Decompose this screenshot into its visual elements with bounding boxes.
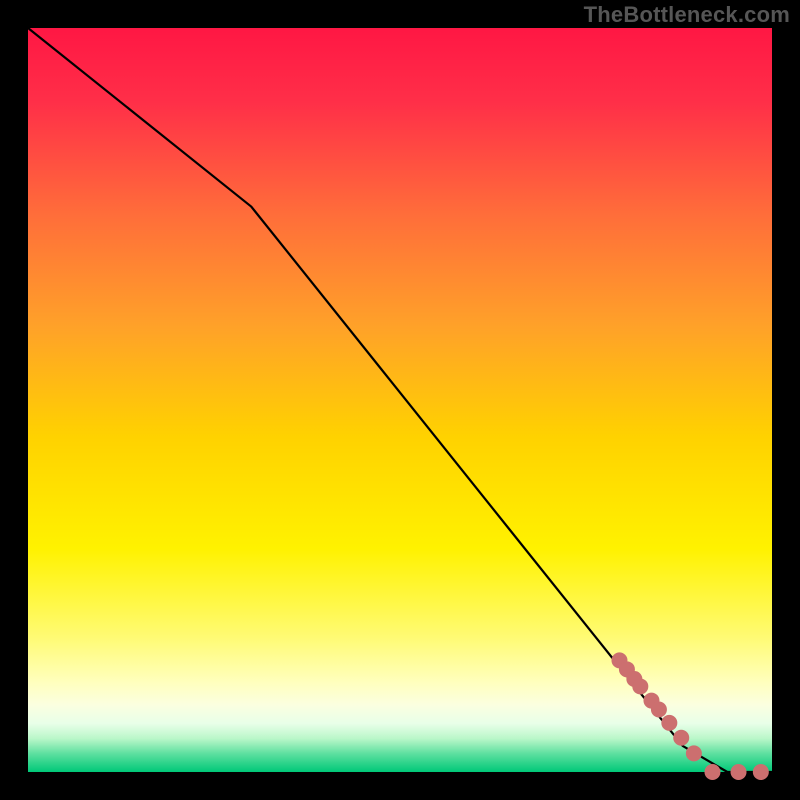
data-marker (686, 745, 702, 761)
data-marker (661, 715, 677, 731)
bottleneck-chart (0, 0, 800, 800)
data-marker (753, 764, 769, 780)
plot-background (28, 28, 772, 772)
data-marker (632, 678, 648, 694)
data-marker (673, 730, 689, 746)
watermark-text: TheBottleneck.com (584, 2, 790, 28)
data-marker (731, 764, 747, 780)
data-marker (704, 764, 720, 780)
data-marker (651, 702, 667, 718)
